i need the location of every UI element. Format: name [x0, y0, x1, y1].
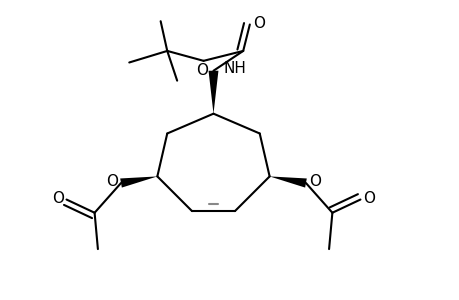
- Polygon shape: [269, 176, 306, 188]
- Text: O: O: [308, 173, 320, 188]
- Text: O: O: [252, 16, 264, 31]
- Text: O: O: [52, 191, 64, 206]
- Text: O: O: [106, 173, 118, 188]
- Text: NH: NH: [223, 61, 246, 76]
- Polygon shape: [208, 71, 218, 114]
- Text: O: O: [196, 63, 207, 78]
- Text: O: O: [362, 191, 374, 206]
- Polygon shape: [120, 176, 157, 188]
